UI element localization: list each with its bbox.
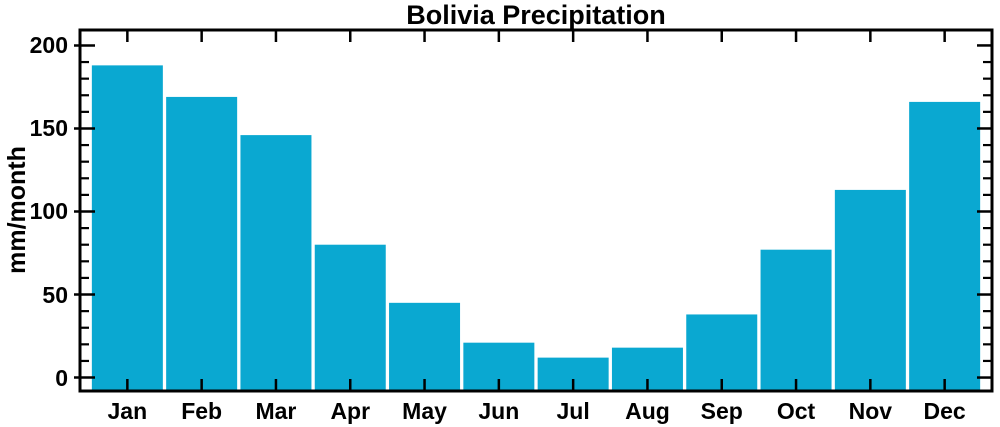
x-tick-label-aug: Aug [625,398,670,424]
bar-jan [91,65,163,392]
y-tick-label-50: 50 [42,281,68,308]
x-tick-label-jan: Jan [107,398,148,424]
y-tick-label-100: 100 [29,198,68,225]
x-tick-label-feb: Feb [181,398,223,424]
bar-mar [240,135,312,391]
bar-oct [760,249,832,391]
bar-nov [834,189,906,391]
bar-feb [166,96,238,392]
x-tick-label-may: May [402,398,447,424]
x-tick-label-apr: Apr [330,398,371,424]
x-tick-label-jul: Jul [556,398,590,424]
x-tick-label-sep: Sep [700,398,743,424]
chart-title: Bolivia Precipitation [406,0,666,30]
x-tick-label-mar: Mar [255,398,297,424]
x-tick-label-oct: Oct [776,398,816,424]
y-tick-label-0: 0 [55,364,68,391]
x-tick-label-dec: Dec [923,398,966,424]
bar-sep [686,314,758,391]
y-tick-label-200: 200 [29,32,68,59]
bar-apr [314,244,386,391]
x-tick-label-nov: Nov [848,398,893,424]
x-tick-label-jun: Jun [478,398,520,424]
bar-may [389,302,461,391]
plot-frame [78,28,994,393]
bar-dec [909,101,981,392]
y-tick-label-150: 150 [29,115,68,142]
